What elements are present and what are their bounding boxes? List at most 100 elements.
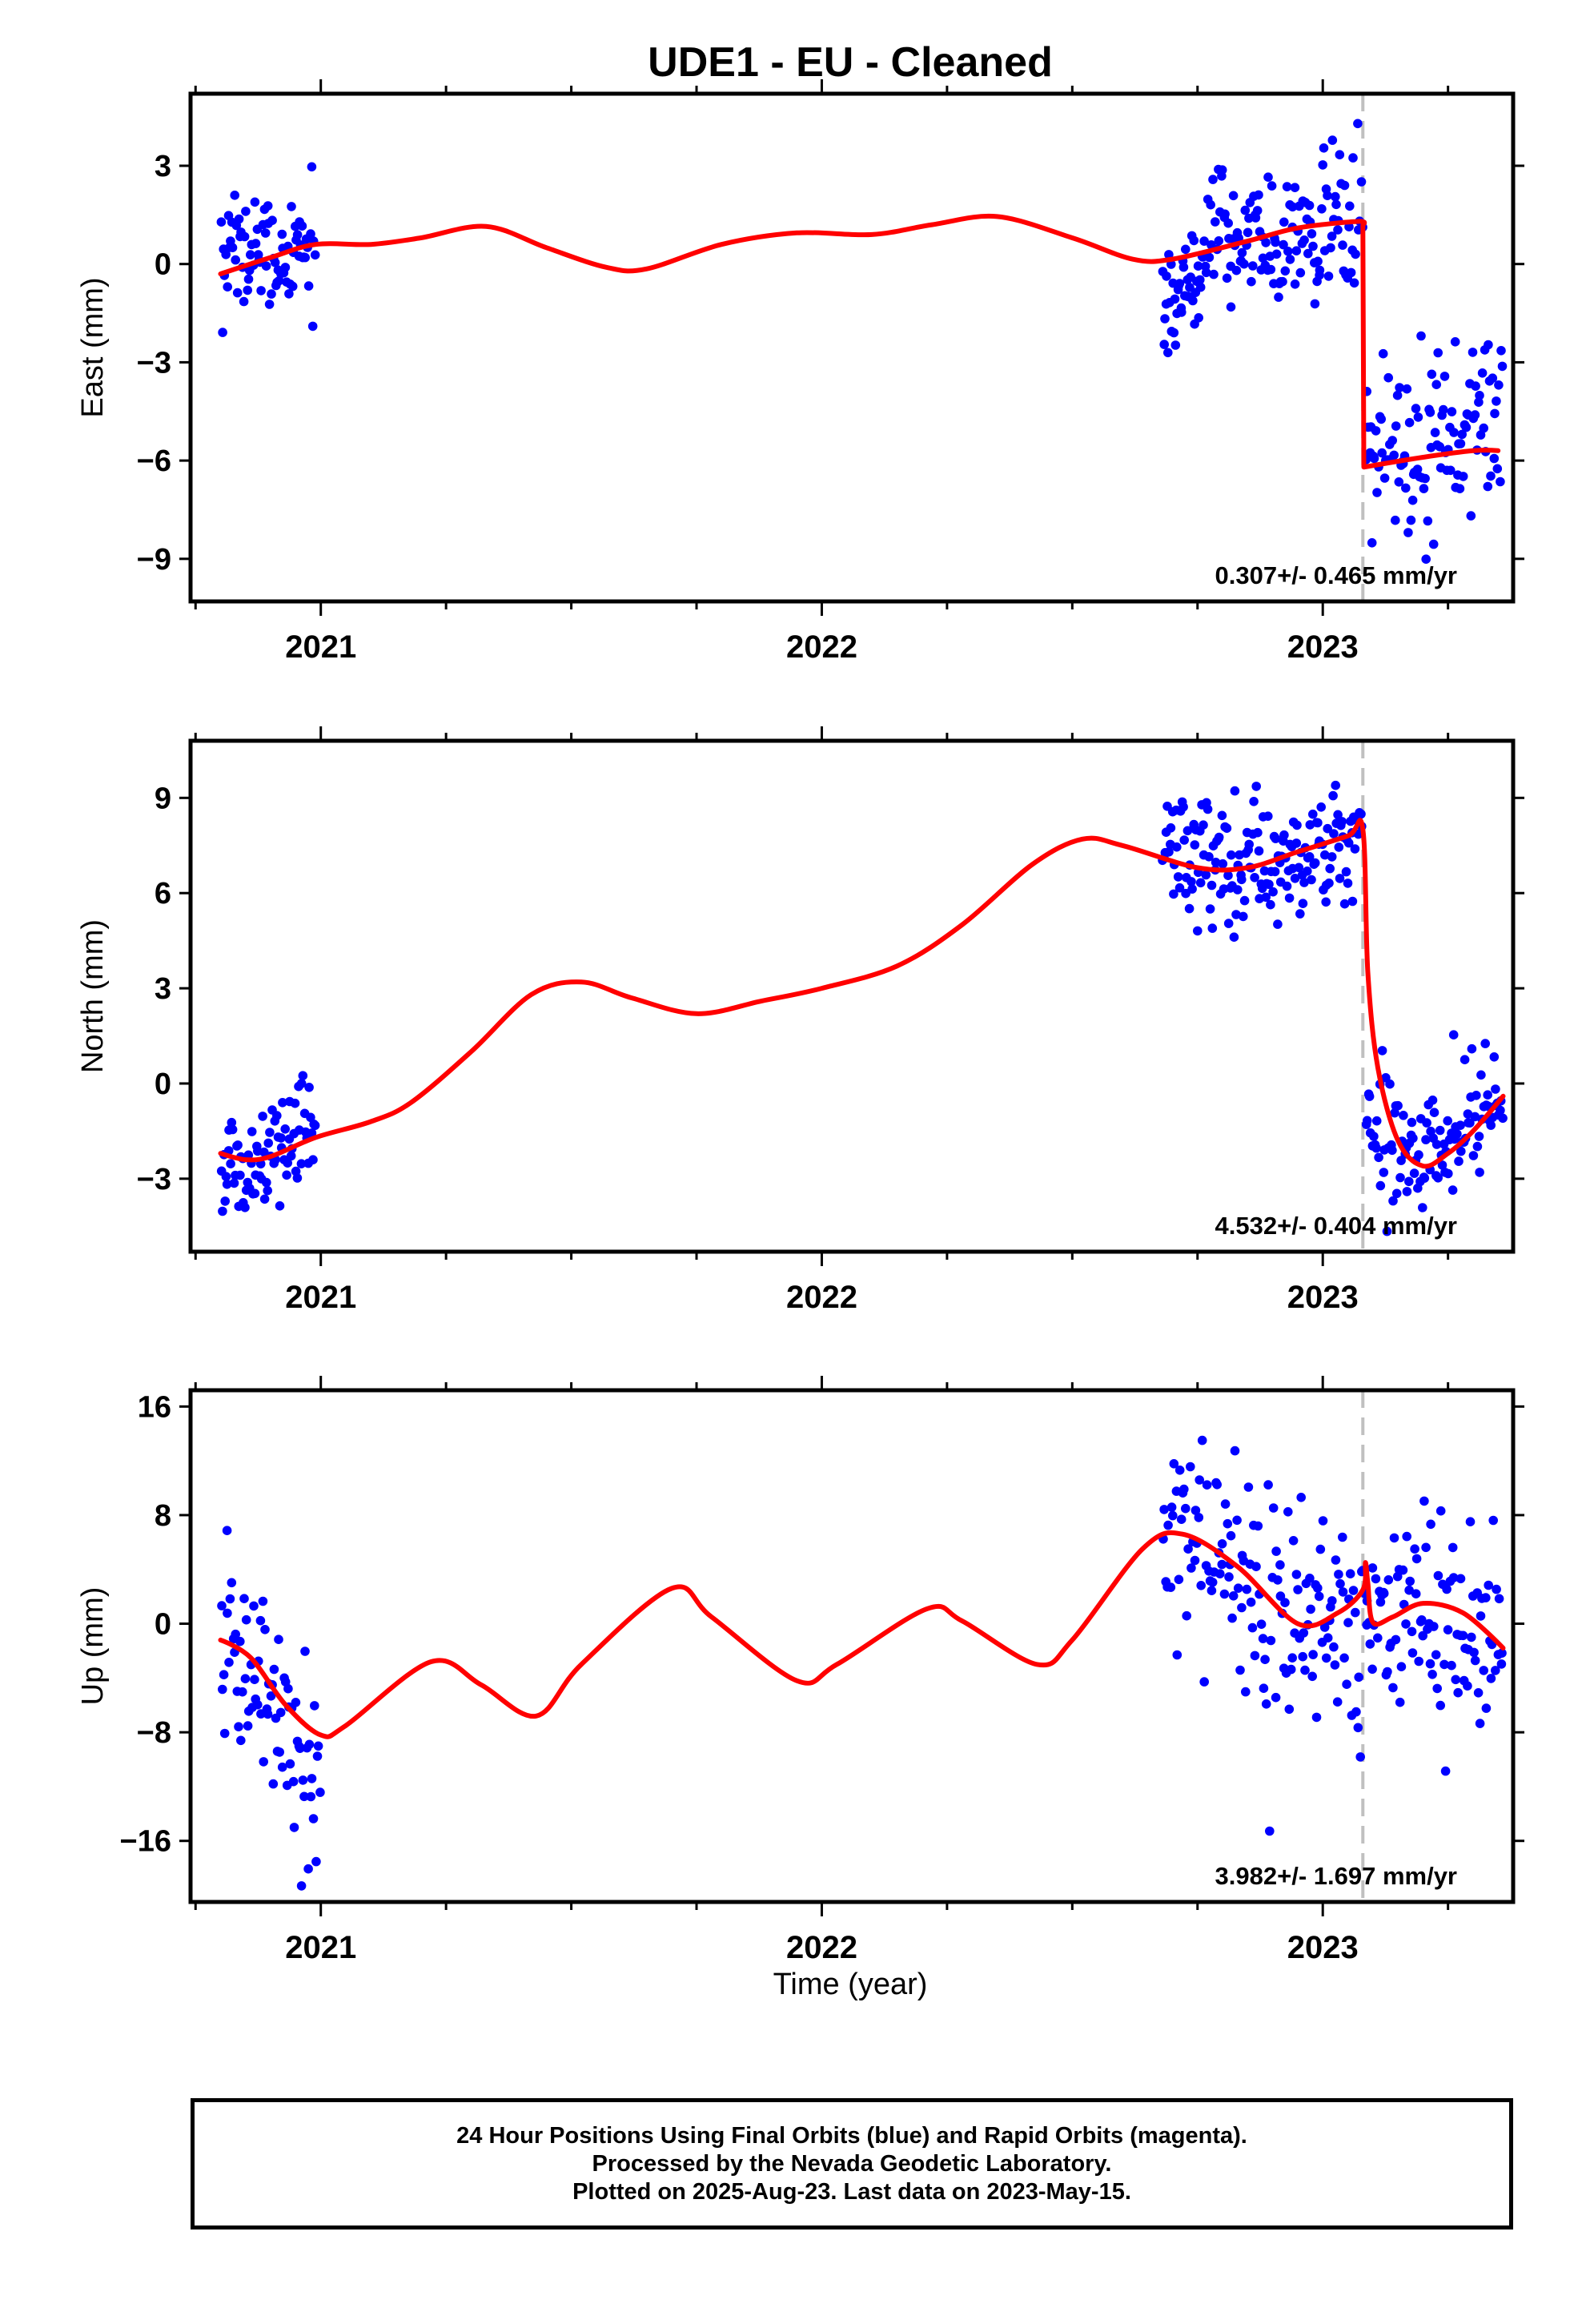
north-data-point (1343, 879, 1353, 888)
up-data-point (1338, 1532, 1347, 1542)
north-data-point (1328, 790, 1338, 801)
north-data-point (1472, 1091, 1481, 1100)
up-data-point (1233, 1583, 1243, 1593)
up-data-point (1283, 1507, 1293, 1517)
east-data-point (1299, 235, 1309, 245)
up-data-point (1407, 1648, 1418, 1658)
up-data-point (312, 1751, 323, 1761)
north-data-point (1374, 1152, 1383, 1163)
up-data-point (1335, 1578, 1345, 1589)
east-data-point (1353, 119, 1363, 129)
up-data-point (1417, 1615, 1427, 1625)
east-data-point (300, 252, 311, 263)
up-data-point (1458, 1630, 1468, 1641)
north-data-point (1304, 852, 1315, 862)
up-plot-frame (188, 1388, 1516, 1904)
north-data-point (1166, 823, 1176, 833)
up-data-point (1435, 1506, 1446, 1516)
east-data-point (284, 289, 294, 299)
up-data-point (285, 1759, 295, 1769)
up-data-point (1207, 1586, 1217, 1595)
up-data-point (1250, 1651, 1260, 1661)
up-data-point (1181, 1503, 1191, 1514)
east-data-point (1420, 473, 1430, 484)
up-data-point (1492, 1584, 1501, 1594)
east-data-point (1258, 253, 1268, 263)
footer-line-1: 24 Hour Positions Using Final Orbits (bl… (456, 2122, 1247, 2149)
east-data-point (1174, 279, 1185, 288)
up-data-point (289, 1823, 299, 1832)
up-data-point (1353, 1723, 1363, 1733)
north-data-point (1264, 879, 1274, 890)
east-data-point (218, 328, 227, 337)
north-data-point (1437, 1160, 1447, 1170)
north-data-point (258, 1112, 267, 1121)
up-data-point (1186, 1462, 1195, 1472)
east-data-point (1419, 484, 1429, 493)
up-data-point (1496, 1659, 1507, 1669)
east-data-point (1492, 396, 1501, 406)
up-data-point (275, 1747, 285, 1757)
east-data-point (243, 285, 253, 296)
up-data-point (241, 1614, 251, 1625)
east-data-point (1468, 348, 1478, 357)
east-data-point (1413, 412, 1423, 422)
north-data-point (1418, 1203, 1427, 1212)
up-data-point (1365, 1639, 1375, 1649)
north-data-point (263, 1138, 274, 1148)
east-data-point (1335, 150, 1345, 159)
up-data-point (1456, 1574, 1466, 1584)
north-data-point (1299, 878, 1309, 887)
x-axis-label: Time (year) (773, 1968, 928, 2001)
up-data-point (217, 1601, 227, 1610)
north-data-point (1174, 883, 1185, 893)
north-data-point (1308, 809, 1318, 819)
up-data-point (1404, 1585, 1414, 1595)
up-data-point (224, 1658, 234, 1667)
up-data-point (1351, 1707, 1361, 1717)
east-data-point (1247, 276, 1256, 287)
east-data-point (1447, 407, 1457, 416)
up-data-point (249, 1601, 259, 1611)
north-data-point (1187, 884, 1197, 894)
north-data-point (1282, 881, 1292, 891)
up-data-point (1448, 1573, 1459, 1582)
north-data-point (272, 1111, 282, 1120)
north-data-point (226, 1159, 235, 1168)
east-data-point (1377, 448, 1387, 458)
north-data-point (1227, 850, 1236, 860)
up-data-point (1475, 1719, 1485, 1728)
up-data-point (1379, 1588, 1389, 1598)
up-data-point (1237, 1602, 1247, 1613)
north-data-point (1435, 1125, 1445, 1136)
north-data-point (1271, 834, 1281, 843)
east-y-axis-label: East (mm) (76, 277, 110, 417)
east-data-point (1220, 209, 1230, 219)
up-data-point (231, 1629, 241, 1639)
north-data-point (1377, 1046, 1387, 1055)
north-data-point (1433, 1173, 1443, 1183)
north-data-point (1223, 919, 1234, 928)
east-data-point (1496, 346, 1506, 356)
up-data-point (1293, 1585, 1303, 1594)
east-data-point (243, 274, 254, 284)
up-data-point (1176, 1514, 1186, 1524)
north-data-point (227, 1124, 238, 1135)
east-data-point (1427, 369, 1437, 380)
east-data-point (287, 202, 296, 211)
north-data-point (1335, 874, 1345, 883)
up-data-point (1396, 1662, 1407, 1671)
north-y-tick-label: 9 (155, 782, 171, 815)
east-data-point (1483, 481, 1493, 492)
north-data-point (1391, 1188, 1402, 1199)
east-data-point (1271, 237, 1280, 247)
east-data-point (1496, 476, 1505, 487)
east-data-point (1209, 269, 1219, 279)
up-data-point (1419, 1496, 1429, 1506)
up-x-tick-label: 2023 (1287, 1930, 1359, 1965)
up-data-point (1197, 1435, 1207, 1445)
up-data-point (1174, 1574, 1184, 1585)
north-data-point (1489, 1052, 1500, 1062)
up-data-point (1431, 1650, 1441, 1660)
footer-line-2: Processed by the Nevada Geodetic Laborat… (592, 2150, 1112, 2177)
